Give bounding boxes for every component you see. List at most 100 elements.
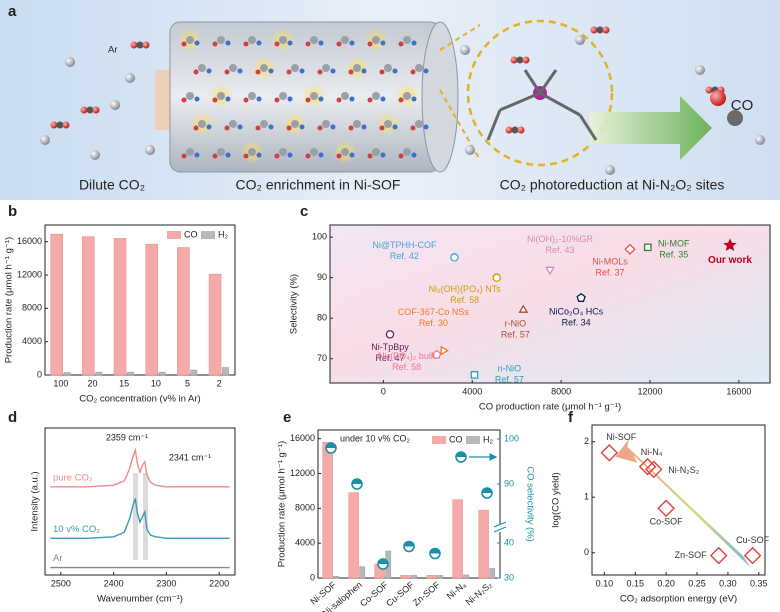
x-tick-label: 2500 — [51, 578, 71, 588]
y-tick-label: 16000 — [17, 236, 42, 246]
framework-node — [287, 152, 293, 158]
framework-node — [186, 36, 194, 44]
bar — [426, 575, 437, 579]
point-label: Ni@TPHH-COF — [372, 240, 437, 250]
plot-frame — [44, 224, 236, 376]
framework-node — [224, 125, 230, 131]
framework-node — [380, 96, 386, 102]
x-tick-label: 0.20 — [657, 578, 675, 588]
oxygen-atom — [92, 106, 100, 114]
y-axis-label: log(CO yield) — [551, 472, 562, 527]
legend-label: CO — [184, 229, 198, 239]
data-point — [624, 243, 636, 255]
x-axis-label: CO₂ concentration (v% in Ar) — [79, 394, 200, 405]
series-label: 10 v% CO₂ — [53, 524, 100, 535]
bar — [348, 492, 359, 579]
selectivity-fill — [352, 479, 362, 484]
framework-node — [310, 92, 318, 100]
y-tick-label: 0 — [584, 547, 589, 557]
bar — [127, 371, 134, 376]
x-tick-label: 0.10 — [596, 578, 614, 588]
y2-tick-label: 100 — [504, 433, 519, 443]
y-tick-label: 1 — [584, 492, 589, 502]
x-tick-label: 2300 — [156, 578, 176, 588]
point-label: r-NiO — [505, 318, 527, 328]
bar — [222, 367, 229, 376]
framework-node — [212, 97, 218, 103]
framework-node — [403, 36, 411, 44]
framework-node — [411, 40, 417, 46]
framework-node — [380, 40, 386, 46]
framework-node — [229, 64, 237, 72]
data-point — [492, 273, 501, 282]
point-label: COF-367-Co NSs — [398, 307, 470, 317]
x-tick-label: Cu-SOF — [384, 579, 416, 608]
framework-node — [217, 148, 225, 156]
bar — [190, 369, 198, 376]
oxygen-atom — [130, 41, 138, 49]
bar — [437, 575, 444, 579]
y-tick-label: 90 — [317, 272, 327, 282]
data-point — [450, 253, 459, 262]
panel-label: f — [568, 409, 574, 426]
framework-node — [274, 153, 280, 159]
point-ref: Ref. 58 — [450, 295, 479, 305]
oxygen-atom — [517, 126, 525, 134]
panel-label: b — [8, 203, 17, 220]
data-point — [643, 243, 652, 252]
data-point — [657, 499, 675, 518]
argon-atom — [65, 57, 75, 67]
framework-node — [279, 92, 287, 100]
carbon-atom — [511, 126, 519, 134]
caption: CO₂ enrichment in Ni-SOF — [236, 177, 401, 193]
molecule-bonds — [486, 69, 598, 141]
framework-node — [353, 120, 361, 128]
x-tick-label: 0.25 — [688, 578, 706, 588]
caption: CO₂ photoreduction at Ni-N₂O₂ sites — [500, 177, 725, 193]
oxygen-atom — [505, 126, 513, 134]
oxygen-atom — [62, 121, 70, 129]
bar — [452, 499, 463, 579]
spectrum-line — [50, 498, 230, 539]
framework-node — [243, 97, 249, 103]
x-tick-label: 12000 — [637, 386, 662, 396]
framework-node — [372, 148, 380, 156]
bar — [63, 372, 71, 376]
bar — [82, 236, 95, 376]
series-label: pure CO₂ — [53, 472, 93, 483]
framework-node — [212, 153, 218, 159]
x-tick-label: 100 — [53, 378, 68, 388]
selectivity-fill — [404, 541, 414, 547]
argon-atom — [755, 135, 765, 145]
point-label: Ni-TpBpy — [371, 342, 409, 352]
framework-node — [206, 68, 212, 74]
y-axis-label: Selectivity (%) — [289, 274, 300, 334]
framework-node — [243, 41, 249, 47]
framework-node — [367, 97, 373, 103]
data-point — [470, 371, 479, 379]
framework-node — [243, 153, 249, 159]
x-tick-label: 2 — [217, 378, 222, 388]
framework-node — [274, 97, 280, 103]
framework-node — [286, 69, 292, 75]
framework-node — [198, 120, 206, 128]
framework-node — [305, 97, 311, 103]
framework-node — [225, 152, 231, 158]
framework-node — [423, 68, 429, 74]
y-tick-label: 2 — [584, 436, 589, 446]
x-axis-label: Wavenumber (cm⁻¹) — [97, 594, 183, 605]
framework-node — [330, 68, 336, 74]
y-tick-label: 12000 — [290, 468, 315, 478]
panel-label: a — [8, 3, 17, 20]
carbon-atom — [56, 121, 64, 129]
x-tick-label: Co-SOF — [358, 579, 390, 608]
framework-node — [291, 64, 299, 72]
plot-frame — [44, 427, 236, 576]
framework-node — [256, 96, 262, 102]
scheme-art — [40, 19, 765, 175]
framework-node — [403, 92, 411, 100]
point-ref: Ref. 43 — [545, 245, 574, 255]
caption: Dilute CO₂ — [79, 177, 145, 193]
framework-node — [274, 41, 280, 47]
